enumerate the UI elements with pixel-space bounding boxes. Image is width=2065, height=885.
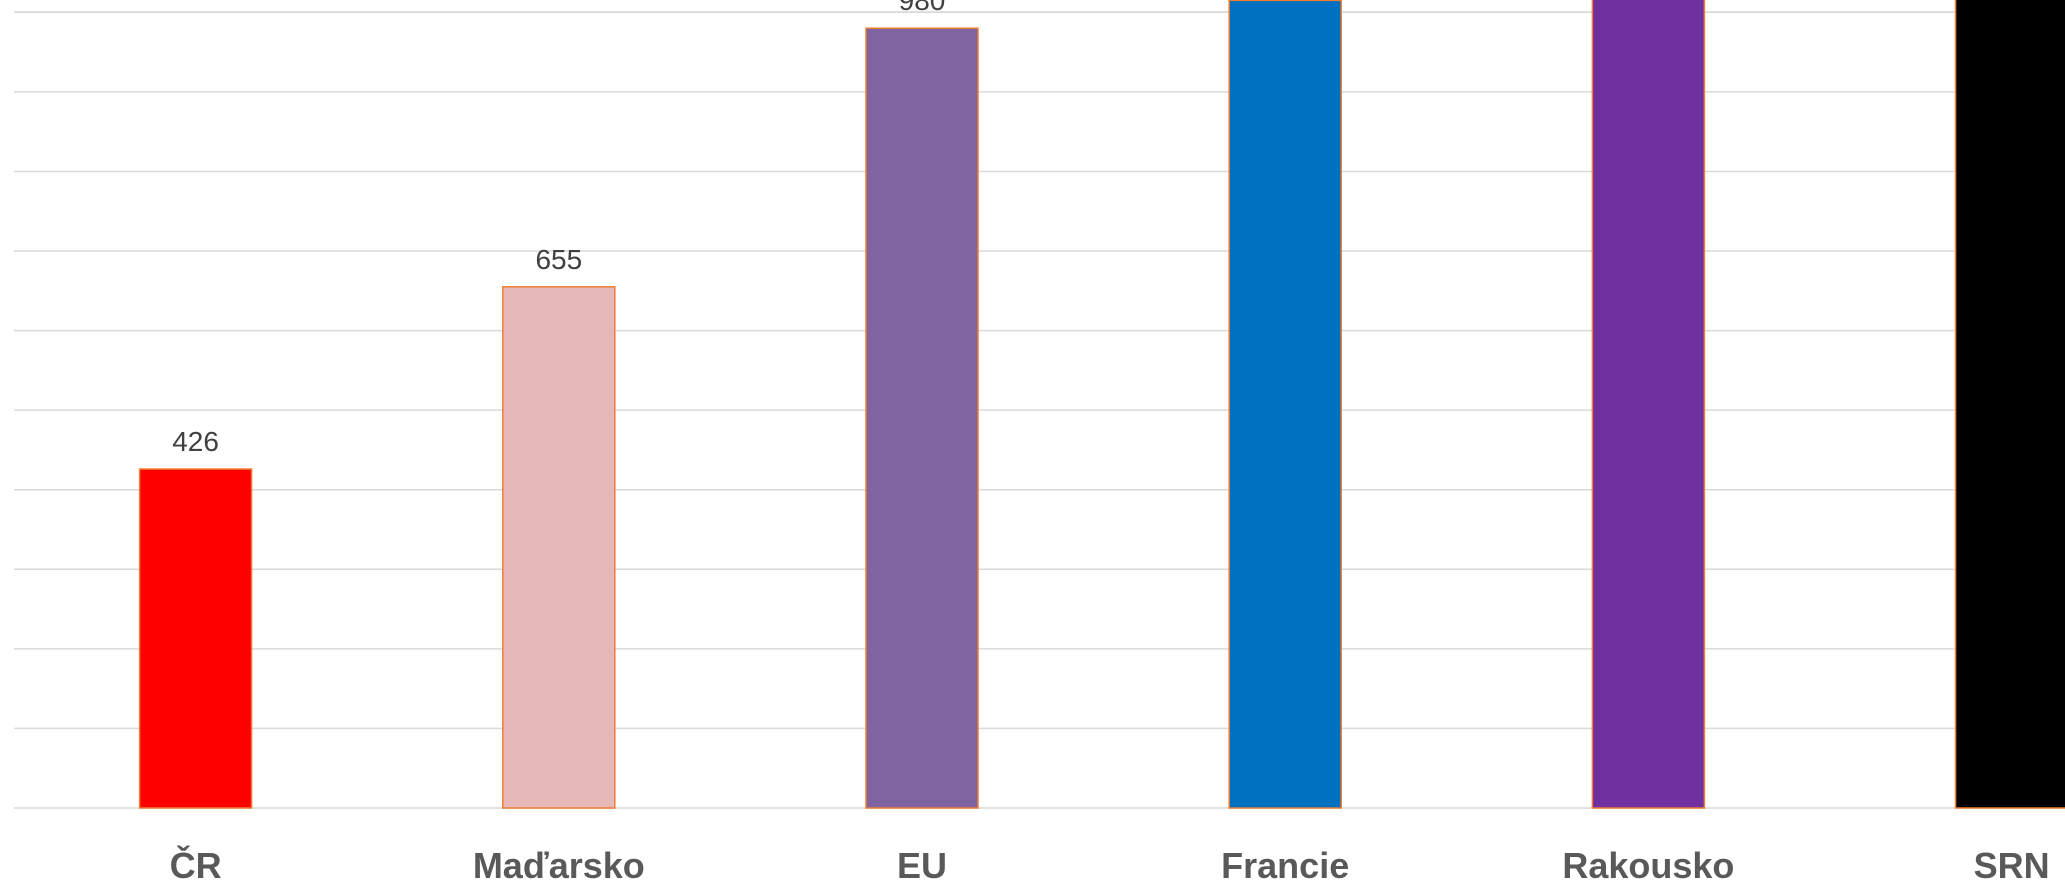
category-label-0: ČR [170, 844, 222, 885]
data-label-2: 980 [899, 0, 946, 16]
bar-3 [1228, 0, 1342, 809]
bar-5 [1954, 0, 2065, 809]
data-labels: 426655980101511131219 [172, 0, 946, 457]
bar-2 [865, 27, 979, 809]
category-label-5: SRN [1974, 845, 2050, 885]
bar-4 [1591, 0, 1706, 809]
bar-0 [138, 468, 253, 809]
category-label-3: Francie [1221, 845, 1349, 885]
data-label-1: 655 [535, 244, 582, 275]
bars [138, 0, 2065, 809]
gridlines [14, 11, 2065, 809]
data-label-0: 426 [172, 426, 219, 457]
bar-1 [502, 286, 616, 809]
category-labels: ČR Maďarsko EU Francie Rakousko SRN [170, 844, 2050, 885]
category-label-4: Rakousko [1562, 845, 1734, 885]
category-label-2: EU [897, 845, 947, 885]
category-label-1: Maďarsko [473, 845, 645, 885]
